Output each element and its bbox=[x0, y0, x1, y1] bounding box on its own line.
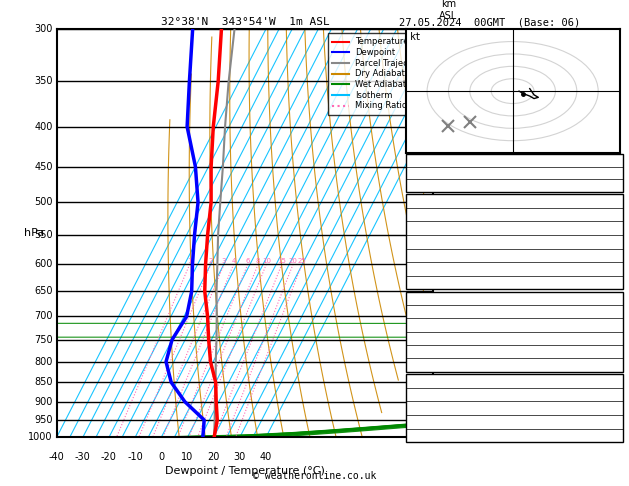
Text: 3: 3 bbox=[222, 258, 226, 264]
Text: 25: 25 bbox=[298, 258, 306, 264]
Text: 1023: 1023 bbox=[598, 307, 620, 316]
Text: 6: 6 bbox=[245, 258, 250, 264]
Text: 500: 500 bbox=[35, 197, 53, 208]
Text: 2: 2 bbox=[437, 355, 443, 364]
Text: 15.9: 15.9 bbox=[598, 224, 620, 233]
Text: Surface: Surface bbox=[496, 197, 533, 206]
Text: 2.21: 2.21 bbox=[598, 181, 620, 190]
Text: 300: 300 bbox=[35, 24, 53, 34]
Text: 8: 8 bbox=[256, 258, 260, 264]
Text: 20: 20 bbox=[289, 258, 298, 264]
Text: LCL: LCL bbox=[437, 417, 455, 427]
Text: 289°: 289° bbox=[598, 417, 620, 426]
Text: 7: 7 bbox=[614, 264, 620, 273]
Text: -30: -30 bbox=[75, 451, 91, 462]
Text: 4: 4 bbox=[614, 431, 620, 440]
Text: 450: 450 bbox=[35, 162, 53, 172]
Text: 850: 850 bbox=[35, 377, 53, 387]
Text: EH: EH bbox=[411, 390, 421, 399]
Text: 322: 322 bbox=[603, 320, 620, 330]
Text: 5: 5 bbox=[614, 251, 620, 260]
Text: 350: 350 bbox=[35, 76, 53, 87]
Title: 32°38'N  343°54'W  1m ASL: 32°38'N 343°54'W 1m ASL bbox=[160, 17, 330, 27]
Text: 2: 2 bbox=[209, 258, 213, 264]
Text: -10: -10 bbox=[127, 451, 143, 462]
Text: 400: 400 bbox=[35, 122, 53, 132]
Text: Hodograph: Hodograph bbox=[490, 377, 538, 385]
Text: 0: 0 bbox=[614, 361, 620, 370]
Text: 27.05.2024  00GMT  (Base: 06): 27.05.2024 00GMT (Base: 06) bbox=[399, 17, 581, 27]
Text: -6: -6 bbox=[609, 404, 620, 413]
Text: 1: 1 bbox=[187, 258, 192, 264]
Text: © weatheronline.co.uk: © weatheronline.co.uk bbox=[253, 471, 376, 481]
Text: Dewpoint / Temperature (°C): Dewpoint / Temperature (°C) bbox=[165, 466, 325, 476]
Text: CAPE (J): CAPE (J) bbox=[411, 264, 454, 273]
Text: Lifted Index: Lifted Index bbox=[411, 334, 476, 343]
Text: SREH: SREH bbox=[411, 404, 432, 413]
Text: 950: 950 bbox=[35, 415, 53, 425]
Text: 550: 550 bbox=[34, 230, 53, 240]
Text: 7: 7 bbox=[614, 347, 620, 356]
Text: -1: -1 bbox=[609, 156, 620, 165]
Text: Lifted Index: Lifted Index bbox=[411, 251, 476, 260]
Text: 0: 0 bbox=[614, 278, 620, 287]
Text: -40: -40 bbox=[48, 451, 65, 462]
Text: 34: 34 bbox=[609, 169, 620, 177]
Text: 5: 5 bbox=[614, 334, 620, 343]
Text: kt: kt bbox=[410, 32, 421, 42]
Text: PW (cm): PW (cm) bbox=[411, 181, 448, 190]
Text: θₑ(K): θₑ(K) bbox=[411, 237, 438, 246]
Text: 10: 10 bbox=[262, 258, 271, 264]
Text: 30: 30 bbox=[233, 451, 246, 462]
Text: 322: 322 bbox=[603, 237, 620, 246]
Text: km
ASL: km ASL bbox=[439, 0, 457, 21]
Text: Temp (°C): Temp (°C) bbox=[411, 210, 459, 219]
Text: -20: -20 bbox=[101, 451, 117, 462]
Text: Mixing Ratio (g/kg): Mixing Ratio (g/kg) bbox=[478, 193, 487, 273]
Text: 20.2: 20.2 bbox=[598, 210, 620, 219]
Text: 20: 20 bbox=[208, 451, 220, 462]
Legend: Temperature, Dewpoint, Parcel Trajectory, Dry Adiabat, Wet Adiabat, Isotherm, Mi: Temperature, Dewpoint, Parcel Trajectory… bbox=[328, 34, 429, 115]
Text: 6: 6 bbox=[437, 126, 443, 136]
Text: 4: 4 bbox=[437, 256, 443, 266]
Text: 10: 10 bbox=[181, 451, 194, 462]
Text: Most Unstable: Most Unstable bbox=[479, 294, 549, 303]
Text: 900: 900 bbox=[35, 397, 53, 407]
Text: CIN (J): CIN (J) bbox=[411, 278, 448, 287]
Text: K: K bbox=[411, 156, 416, 165]
Text: 1000: 1000 bbox=[28, 433, 53, 442]
Text: 5: 5 bbox=[437, 201, 443, 211]
Text: CAPE (J): CAPE (J) bbox=[411, 347, 454, 356]
Text: 3: 3 bbox=[437, 312, 443, 321]
Text: 40: 40 bbox=[260, 451, 272, 462]
Text: θₑ (K): θₑ (K) bbox=[411, 320, 443, 330]
Text: 700: 700 bbox=[35, 312, 53, 321]
Text: 650: 650 bbox=[35, 286, 53, 296]
Text: 15: 15 bbox=[277, 258, 286, 264]
Text: CIN (J): CIN (J) bbox=[411, 361, 448, 370]
Text: 800: 800 bbox=[35, 357, 53, 367]
Text: 4: 4 bbox=[231, 258, 236, 264]
Text: StmSpd (kt): StmSpd (kt) bbox=[411, 431, 470, 440]
Text: StmDir: StmDir bbox=[411, 417, 443, 426]
Text: -15: -15 bbox=[603, 390, 620, 399]
Text: 7: 7 bbox=[437, 35, 443, 45]
Text: Dewp (°C): Dewp (°C) bbox=[411, 224, 459, 233]
Text: 750: 750 bbox=[34, 335, 53, 345]
Text: 600: 600 bbox=[35, 259, 53, 269]
Text: Pressure (mb): Pressure (mb) bbox=[411, 307, 481, 316]
Text: Totals Totals: Totals Totals bbox=[411, 169, 481, 177]
Text: 0: 0 bbox=[159, 451, 164, 462]
Text: 1: 1 bbox=[437, 397, 443, 407]
Text: hPa: hPa bbox=[24, 228, 44, 238]
